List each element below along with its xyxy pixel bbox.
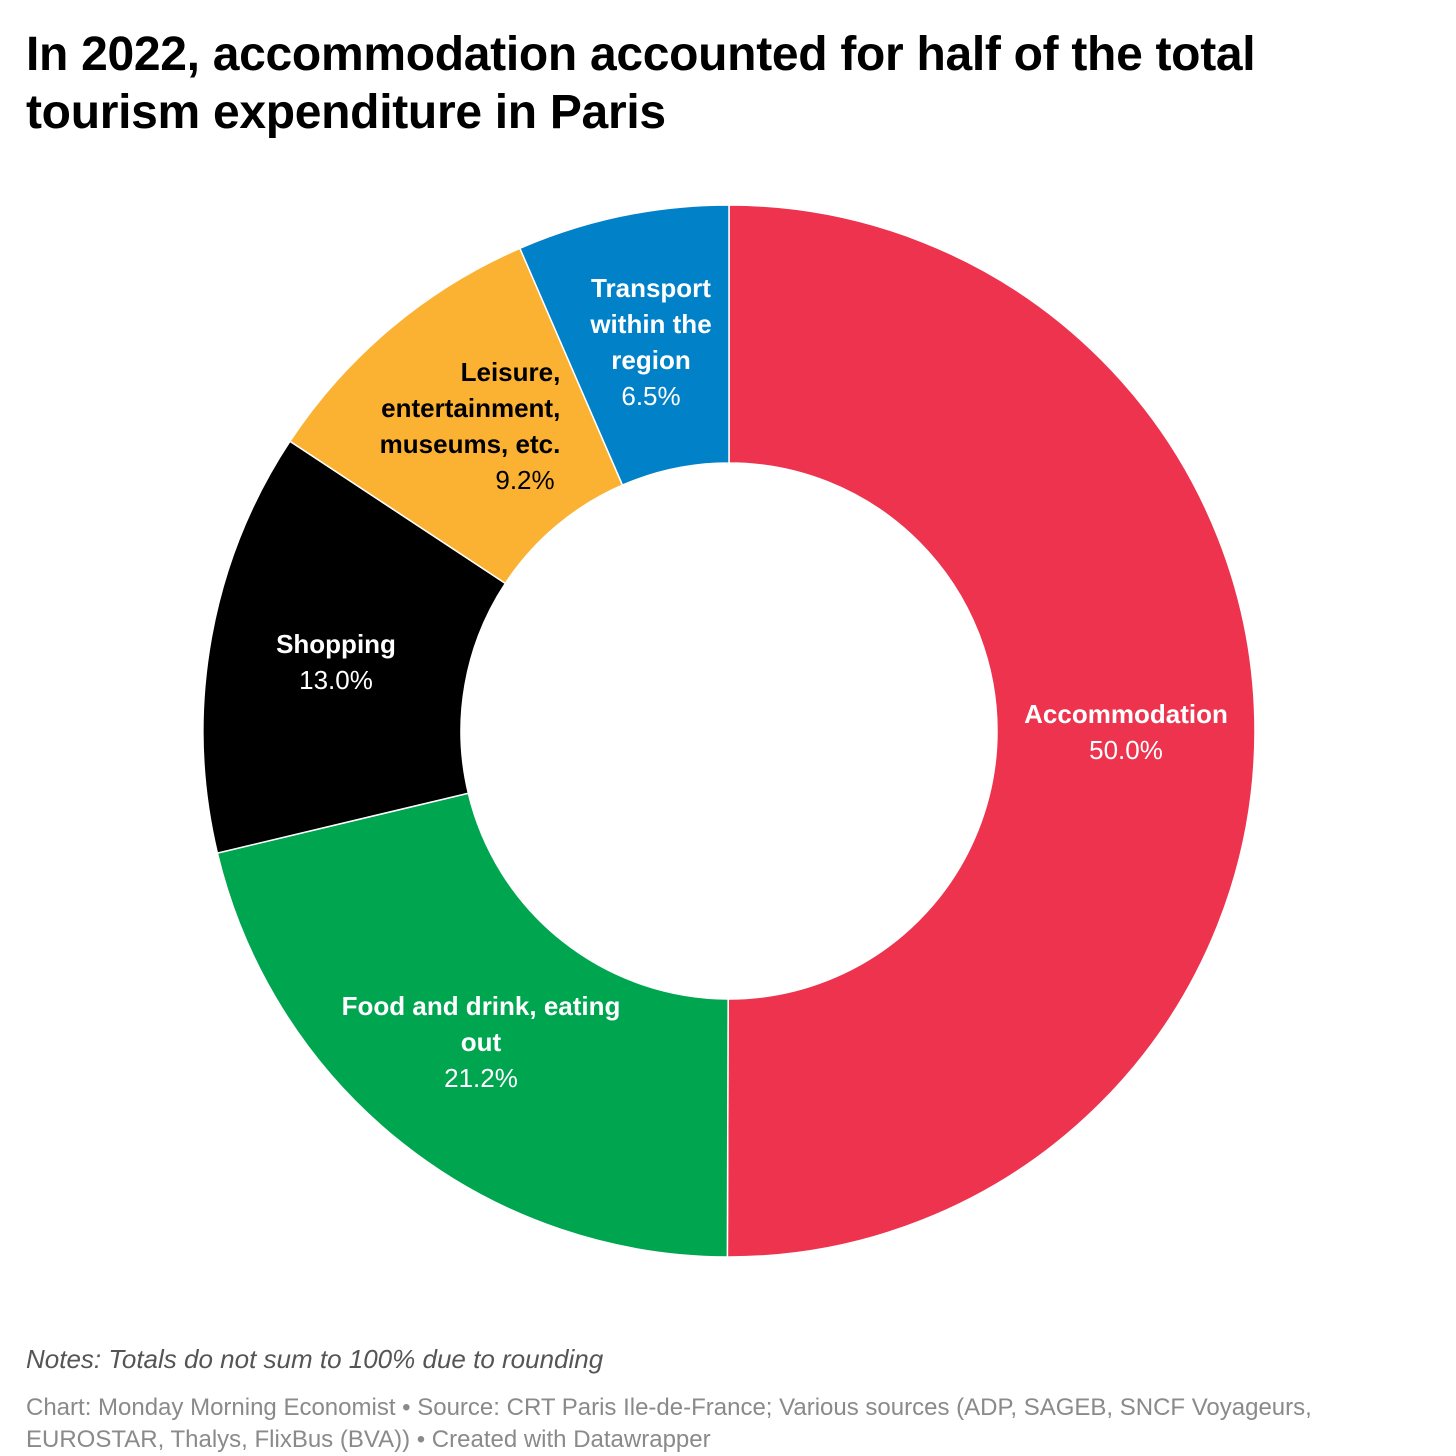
slice-value: 13.0% [299, 665, 373, 695]
chart-notes: Notes: Totals do not sum to 100% due to … [26, 1344, 604, 1374]
slice-value: 9.2% [495, 465, 555, 495]
chart-title: In 2022, accommodation accounted for hal… [26, 28, 1256, 139]
slice-name: Shopping [276, 629, 396, 659]
slice-name: Transport within the region [590, 273, 712, 375]
donut-slice-accommodation [726, 204, 1255, 1258]
slice-label: Shopping 13.0% [276, 626, 396, 698]
slice-label: Food and drink, eating out 21.2% [342, 988, 621, 1096]
slice-value: 21.2% [444, 1063, 518, 1093]
slice-value: 6.5% [621, 381, 681, 411]
donut-slice-transport-within-the-region [518, 204, 730, 487]
slice-label: Transport within the region 6.5% [590, 270, 711, 414]
donut-slice-shopping [202, 440, 507, 855]
slice-label: Leisure, entertainment, museums, etc. 9.2% [380, 354, 561, 498]
slice-label: Accommodation 50.0% [1024, 696, 1228, 768]
chart-source-footer: Chart: Monday Morning Economist • Source… [26, 1394, 1312, 1453]
slice-name: Leisure, entertainment, museums, etc. [379, 357, 561, 459]
slice-name: Accommodation [1024, 699, 1228, 729]
slice-name: Food and drink, eating out [341, 991, 621, 1057]
slice-value: 50.0% [1089, 735, 1163, 765]
donut-slice-food-and-drink-eating-out [216, 792, 729, 1258]
